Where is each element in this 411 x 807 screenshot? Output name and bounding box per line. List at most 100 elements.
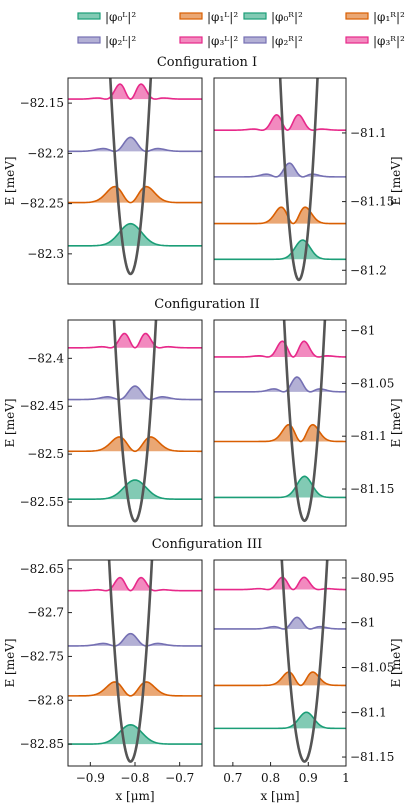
wavefunction-line (214, 162, 346, 178)
y-tick-label: −82.75 (20, 649, 64, 663)
x-tick-label: 0.8 (261, 771, 280, 785)
wavefunction-line (68, 185, 202, 204)
panel: −80.95 −81 −81.05 −81.1 −81.15 0.7 0.8 0.9 1 E [m… (213, 559, 403, 803)
panel: Configuration I −82.15 −82.2 −82.25 −82.3 E [… (3, 55, 257, 285)
wavefunction-line (214, 475, 346, 499)
legend-entry: |φ₀ᴸ|² (77, 10, 136, 24)
legend-swatch (77, 36, 101, 44)
y-tick-label: −81.1 (350, 126, 387, 140)
y-tick-label: −82.65 (20, 562, 64, 576)
wavefunction-fill (68, 137, 202, 152)
wavefunction-fill (214, 240, 346, 260)
legend-label: |φ₃ᴿ|² (373, 34, 405, 48)
wavefunction-line (68, 136, 202, 153)
panel-title: Configuration III (152, 537, 263, 552)
axes-frame (67, 319, 203, 527)
legend-entry: |φ₃ᴿ|² (345, 34, 405, 48)
y-tick-label: −81.1 (350, 429, 387, 443)
wavefunction-fill (68, 577, 202, 591)
wavefunction-line (214, 671, 346, 687)
wavefunction-line (214, 206, 346, 225)
legend-swatch (179, 36, 203, 44)
y-axis-label: E [meV] (389, 638, 403, 687)
legend-label: |φ₁ᴸ|² (207, 10, 238, 24)
y-tick-label: −81.05 (350, 660, 394, 674)
wavefunction-fill (214, 712, 346, 729)
potential-curve (112, 320, 158, 523)
axes-frame (213, 77, 347, 285)
x-tick-label: 0.9 (299, 771, 318, 785)
y-axis-label: E [meV] (3, 638, 17, 687)
wavefunction-line (214, 423, 346, 443)
legend: |φ₀ᴸ|² |φ₁ᴸ|² |φ₀ᴿ|² |φ₁ᴿ|² |φ₂ᴸ|² |φ₃ᴸ|² |φ₂ᴿ… (77, 10, 405, 48)
axes-frame (213, 559, 347, 767)
x-tick-label: 1 (342, 771, 350, 785)
potential-curve (108, 78, 153, 276)
wavefunction-line (68, 83, 202, 100)
panel: Configuration II −82.4 −82.45 −82.5 −82.55 E … (3, 297, 260, 527)
wavefunction-fill (68, 333, 202, 348)
legend-swatch (77, 12, 101, 20)
y-tick-label: −82.2 (27, 146, 64, 160)
legend-label: |φ₁ᴿ|² (373, 10, 405, 24)
wavefunction-fill (214, 577, 346, 590)
wavefunction-fill (214, 476, 346, 498)
wavefunction-fill (68, 633, 202, 646)
wavefunction-fill (214, 114, 346, 131)
y-axis-label: E [meV] (389, 398, 403, 447)
wavefunction-line (68, 479, 202, 500)
legend-entry: |φ₂ᴿ|² (243, 34, 303, 48)
axes-frame (213, 319, 347, 527)
legend-entry: |φ₁ᴸ|² (179, 10, 238, 24)
wavefunction-line (68, 222, 202, 247)
wavefunction-fill (68, 386, 202, 400)
panel: Configuration III −82.65 −82.7 −82.75 −82.8 −… (3, 537, 263, 803)
panel: −81.1 −81.15 −81.2 E [meV] (213, 77, 403, 285)
legend-label: |φ₃ᴸ|² (207, 34, 238, 48)
x-tick-label: −0.7 (165, 771, 194, 785)
wavefunction-fill (214, 424, 346, 442)
legend-label: |φ₂ᴸ|² (105, 34, 136, 48)
y-tick-label: −82.45 (20, 399, 64, 413)
y-tick-label: −82.8 (27, 693, 64, 707)
wavefunction-fill (214, 341, 346, 357)
panel-title: Configuration I (157, 55, 257, 70)
y-axis-label: E [meV] (389, 156, 403, 205)
y-tick-label: −82.15 (20, 96, 64, 110)
legend-swatch (179, 12, 203, 20)
legend-swatch (243, 12, 267, 20)
y-tick-label: −82.85 (20, 737, 64, 751)
legend-entry: |φ₀ᴿ|² (243, 10, 303, 24)
legend-swatch (345, 36, 369, 44)
wavefunction-line (214, 711, 346, 730)
potential-curve (280, 560, 329, 763)
axes-frame (67, 77, 203, 285)
wavefunction-fill (214, 672, 346, 686)
x-tick-label: −0.9 (76, 771, 105, 785)
legend-swatch (345, 12, 369, 20)
wavefunction-fill (68, 436, 202, 452)
legend-swatch (243, 36, 267, 44)
wavefunction-line (214, 376, 346, 393)
wavefunction-line (68, 723, 202, 745)
wavefunction-line (68, 681, 202, 697)
x-axis-label: x [μm] (115, 789, 154, 803)
y-axis-label: E [meV] (3, 156, 17, 205)
y-tick-label: −82.25 (20, 197, 64, 211)
wavefunction-line (68, 385, 202, 401)
y-tick-label: −82.3 (27, 247, 64, 261)
y-tick-label: −82.55 (20, 495, 64, 509)
wavefunction-line (214, 616, 346, 630)
wavefunction-line (68, 576, 202, 592)
panel-title: Configuration II (154, 297, 259, 312)
x-axis-label: x [μm] (260, 789, 299, 803)
wavefunction-line (68, 632, 202, 647)
potential-curve (107, 560, 154, 763)
y-tick-label: −82.4 (27, 351, 64, 365)
legend-label: |φ₀ᴸ|² (105, 10, 136, 24)
y-tick-label: −81.05 (350, 376, 394, 390)
y-tick-label: −81.15 (350, 195, 394, 209)
y-tick-label: −81.15 (350, 750, 394, 764)
wavefunction-fill (68, 84, 202, 100)
